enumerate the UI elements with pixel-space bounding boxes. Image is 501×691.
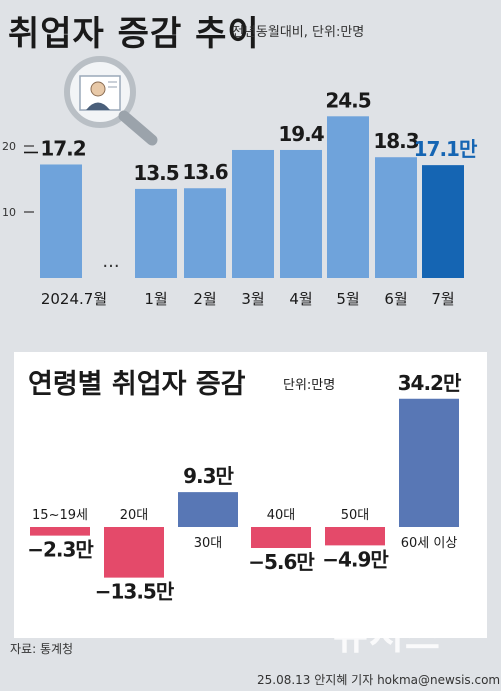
magnifier-icon (64, 56, 158, 146)
bar-value-label: 13.5 (133, 161, 178, 185)
x-category-label: 3월 (241, 290, 264, 308)
age-category-label: 60세 이상 (401, 536, 458, 551)
bar-value-label: 19.4 (278, 122, 323, 146)
x-category-label: 6월 (384, 290, 407, 308)
bar-2월 (184, 188, 226, 278)
age-chart-unit: 단위:만명 (283, 378, 336, 393)
source-note: 자료: 통계청 (10, 642, 74, 656)
bar-1월 (135, 188, 177, 278)
age-category-label: 15~19세 (32, 508, 88, 523)
age-bar-15~19세 (30, 527, 90, 536)
bar-5월 (327, 116, 369, 278)
axis-break-dots: ··· (102, 256, 119, 277)
monthly-employment-chart: 10 20 17.2 13.5 13.6 19.424.518.317.1만 2024.… (2, 56, 479, 308)
age-value-label: 9.3만 (183, 464, 234, 488)
y-tick-label: 20 (2, 140, 16, 153)
x-category-label: 5월 (336, 290, 359, 308)
age-value-label: −5.6만 (248, 550, 315, 574)
age-category-label: 30대 (194, 536, 223, 551)
x-category-label: 1월 (144, 290, 167, 308)
x-category-label: 7월 (431, 290, 454, 308)
age-chart-title: 연령별 취업자 증감 (28, 369, 246, 400)
bar-2024.7월 (40, 164, 82, 278)
bar-6월 (375, 157, 417, 278)
x-category-label: 2024.7월 (41, 290, 107, 308)
bar-value-label: 17.2 (40, 136, 85, 160)
age-bar-40대 (251, 527, 311, 548)
unit-subtitle: 전년동월대비, 단위:만명 (232, 25, 365, 40)
credit-line: 25.08.13 안지혜 기자 hokma@newsis.com (257, 673, 501, 687)
bar-4월 (280, 149, 322, 278)
bar-value-label: 18.3 (373, 129, 418, 153)
page-title: 취업자 증감 추이 (8, 14, 260, 54)
newsis-watermark: 뉴시스 (333, 614, 441, 658)
age-category-label: 50대 (341, 508, 370, 523)
age-bar-60세 이상 (399, 398, 459, 527)
age-bar-20대 (104, 527, 164, 578)
age-category-label: 40대 (267, 508, 296, 523)
x-category-label: 4월 (289, 290, 312, 308)
age-value-label: −4.9만 (322, 547, 389, 571)
age-value-label: −2.3만 (27, 538, 94, 562)
bar-value-label: 24.5 (325, 88, 370, 112)
age-employment-chart: 15~19세 −2.3만 20대 −13.5만 30대 9.3만 40대 −5.6만 50대 −4… (27, 371, 463, 604)
age-category-label: 20대 (120, 508, 149, 523)
y-tick-label: 10 (2, 206, 16, 219)
age-value-label: 34.2만 (398, 371, 462, 395)
age-value-label: −13.5만 (95, 580, 175, 604)
bar-value-label: 17.1만 (414, 137, 478, 161)
bar-7월 (422, 165, 464, 278)
x-category-label: 2월 (193, 290, 216, 308)
age-bar-50대 (325, 527, 385, 546)
age-bar-30대 (178, 492, 238, 527)
bar-value-label: 13.6 (182, 160, 227, 184)
bar-3월 (232, 149, 274, 278)
